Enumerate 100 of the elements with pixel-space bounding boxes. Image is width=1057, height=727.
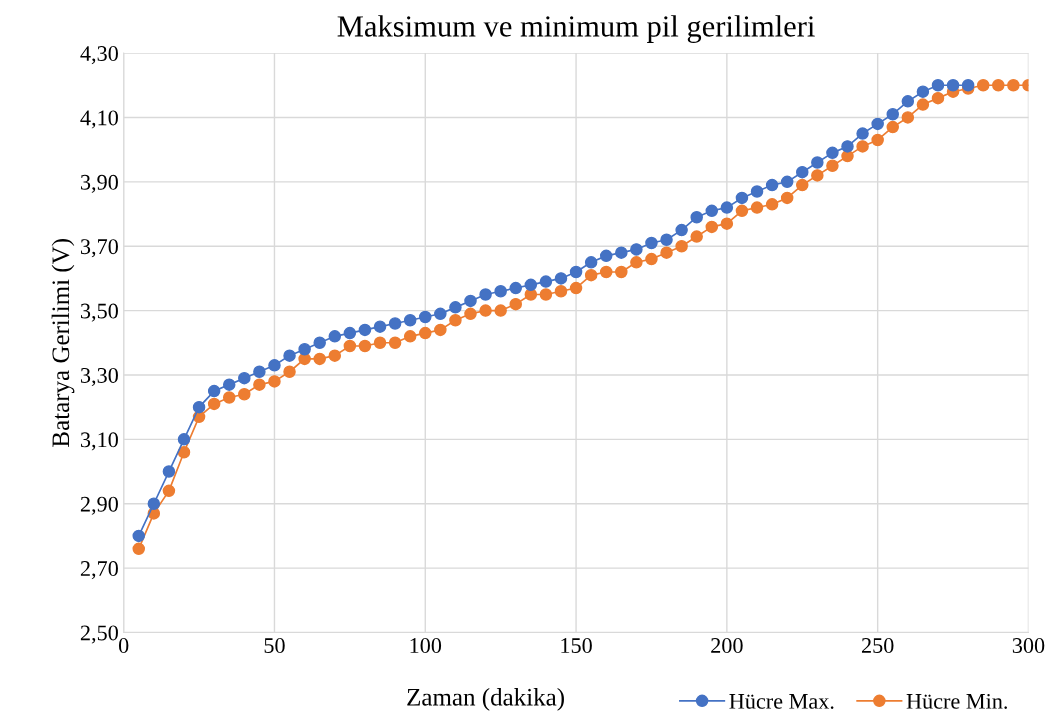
x-tick-label: 0 [118, 637, 129, 653]
point [328, 330, 342, 343]
point [796, 165, 809, 179]
point [192, 400, 206, 414]
point [901, 95, 915, 108]
point [765, 198, 779, 211]
y-axis-title: Batarya Gerilimi (V) [51, 239, 75, 447]
x-tick-label: 250 [861, 637, 894, 653]
point [856, 140, 869, 153]
point [358, 323, 372, 337]
point [584, 268, 598, 282]
point [268, 359, 281, 372]
point [177, 445, 191, 459]
point [388, 336, 402, 350]
point [222, 378, 236, 391]
point [750, 201, 764, 214]
point [238, 388, 251, 401]
point [916, 98, 930, 111]
point [358, 339, 372, 353]
point [207, 397, 221, 411]
point [403, 330, 417, 343]
point [222, 391, 236, 404]
point [509, 281, 522, 295]
y-tick-label: 3,90 [80, 174, 118, 193]
point [373, 320, 387, 333]
point [554, 285, 568, 298]
point [599, 265, 613, 279]
y-tick-label: 2,70 [80, 561, 118, 580]
point [856, 127, 869, 140]
y-tick-label: 3,30 [80, 367, 118, 387]
point [765, 178, 779, 192]
point [434, 323, 447, 337]
point [735, 204, 749, 218]
x-axis-title: Zaman (dakika) [407, 688, 564, 711]
point [479, 288, 492, 301]
point [976, 79, 990, 92]
point [403, 313, 417, 327]
y-tick-label: 4,30 [80, 46, 118, 65]
point [675, 239, 688, 253]
point [132, 542, 145, 556]
x-tick-label: 50 [264, 637, 285, 653]
point [539, 288, 553, 301]
point [780, 191, 794, 205]
point [253, 365, 266, 379]
point [343, 326, 357, 340]
y-tick-label: 3,50 [80, 303, 118, 322]
point [313, 336, 326, 350]
point [931, 91, 945, 105]
x-tick-label: 300 [1012, 637, 1045, 653]
point [207, 384, 221, 398]
point [554, 272, 568, 285]
point [690, 230, 703, 243]
point [162, 465, 176, 478]
point [901, 111, 915, 124]
point [826, 159, 839, 172]
point [162, 484, 176, 498]
point [599, 249, 613, 263]
point [720, 217, 734, 230]
y-tick-label: 4,10 [80, 110, 118, 129]
point [283, 365, 296, 379]
point [886, 107, 899, 121]
point [298, 352, 311, 366]
point [690, 210, 703, 224]
legend-label: Hücre Min. [906, 693, 1007, 709]
point [268, 375, 281, 388]
point [720, 201, 734, 214]
point [871, 133, 884, 147]
point [283, 349, 296, 362]
point [494, 304, 507, 317]
point [298, 342, 311, 356]
point [630, 256, 643, 269]
point [419, 326, 432, 340]
point [826, 146, 839, 160]
point [373, 336, 387, 350]
point [524, 278, 538, 292]
point [343, 339, 357, 353]
point [1007, 79, 1020, 92]
point [750, 185, 764, 198]
point [509, 297, 522, 311]
point [313, 352, 326, 366]
x-tick-label: 200 [711, 637, 743, 653]
point [177, 433, 191, 446]
point [449, 313, 462, 327]
point [811, 156, 824, 169]
y-tick-label: 2,90 [80, 496, 118, 515]
x-tick-label: 150 [561, 637, 592, 653]
point [931, 79, 945, 92]
point [660, 233, 673, 247]
chart-title: Maksimum ve minimum pil gerilimleri [337, 15, 815, 43]
point [615, 246, 628, 259]
point [705, 220, 719, 234]
point [916, 85, 930, 98]
point [464, 307, 477, 321]
x-tick-label: 100 [410, 637, 442, 653]
point [584, 256, 598, 269]
point [660, 246, 673, 259]
point [615, 265, 628, 279]
point [992, 79, 1005, 92]
point [705, 204, 719, 218]
point [464, 294, 477, 308]
